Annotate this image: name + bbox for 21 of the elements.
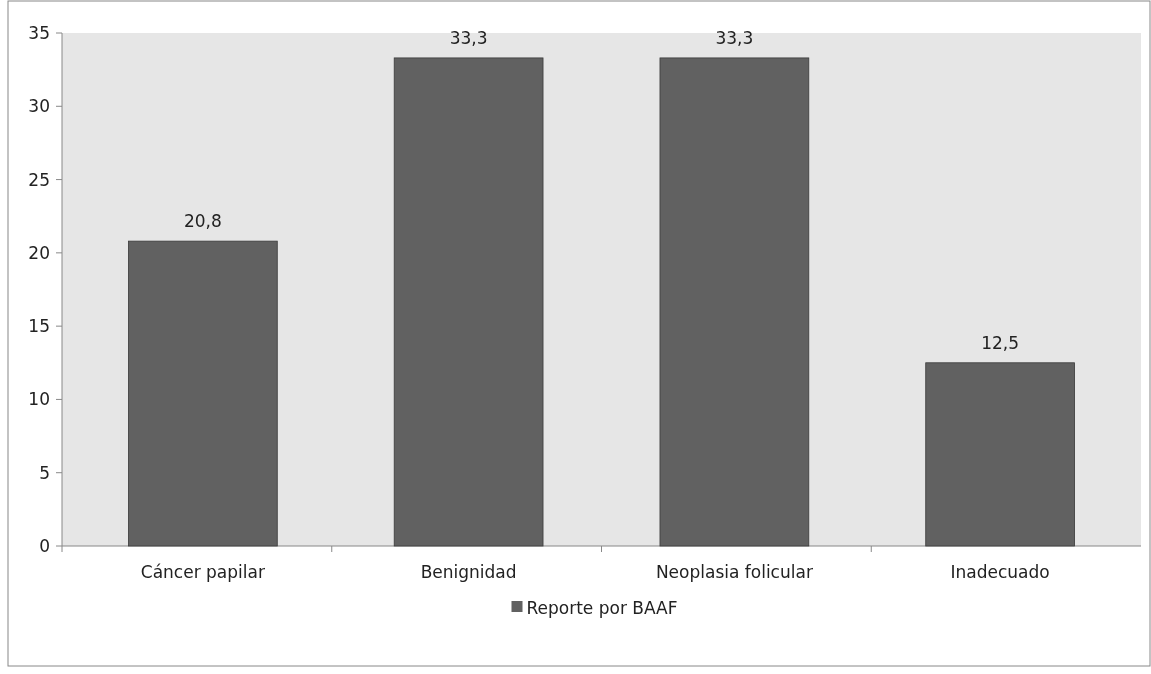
data-label: 33,3 xyxy=(449,27,488,48)
y-tick-label: 35 xyxy=(28,22,50,43)
x-tick-label: Benignidad xyxy=(420,562,517,582)
bar xyxy=(128,240,278,547)
y-tick-label: 15 xyxy=(28,316,50,337)
y-tick-label: 5 xyxy=(39,462,50,483)
x-tick-label: Neoplasia folicular xyxy=(655,562,813,582)
y-tick-label: 30 xyxy=(28,96,50,117)
y-tick-label: 25 xyxy=(28,169,50,190)
x-tick-label: Cáncer papilar xyxy=(140,562,265,582)
data-label: 33,3 xyxy=(715,27,754,48)
y-tick-label: 10 xyxy=(28,389,50,410)
bar xyxy=(659,57,810,547)
bar xyxy=(393,57,544,547)
legend-label: Reporte por BAAF xyxy=(526,597,678,618)
y-tick-label: 0 xyxy=(39,535,50,556)
x-tick-label: Inadecuado xyxy=(950,562,1050,582)
data-label: 20,8 xyxy=(183,211,222,232)
bar xyxy=(925,362,1075,547)
data-label: 12,5 xyxy=(981,332,1020,353)
y-tick-label: 20 xyxy=(28,242,50,263)
